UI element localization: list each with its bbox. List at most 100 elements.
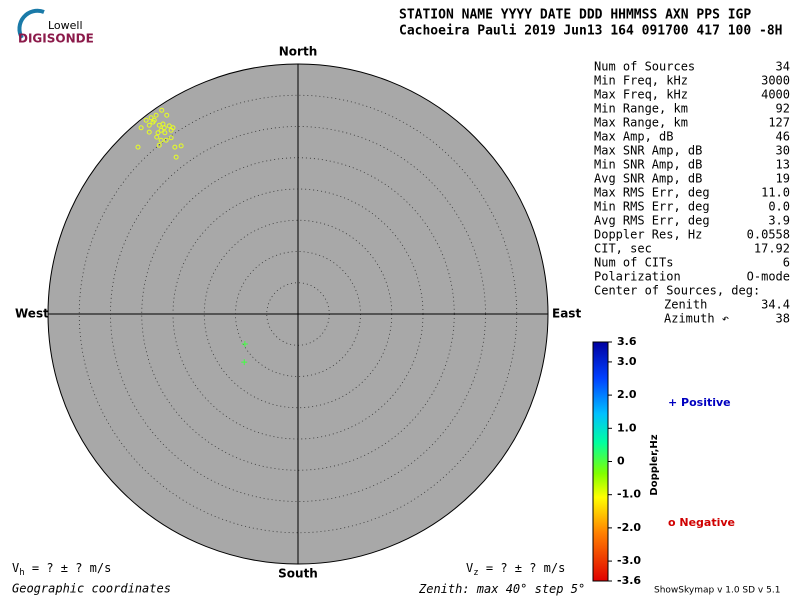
colorbar-ticks: 3.6 3.0 2.0 1.0 0 -1.0 -2.0 -3.0 -3.6 <box>608 335 641 587</box>
negative-source <box>162 130 168 136</box>
legend-positive: + Positive <box>668 396 731 409</box>
logo-top: Lowell <box>48 19 83 32</box>
stats-table: Num of Sources 34 Min Freq, kHz 3000 Max Fre… <box>594 60 790 284</box>
coords: Geographic coordinates <box>12 582 171 596</box>
stat-value: 30 <box>776 144 790 158</box>
colorbar-title: Doppler,Hz <box>649 434 660 495</box>
vh-symbol: V <box>12 561 19 575</box>
stat-label: Max RMS Err, deg <box>594 186 710 200</box>
positive-source <box>241 341 248 347</box>
north-label: North <box>279 45 317 59</box>
negative-source <box>173 154 179 160</box>
zenith-value: 34.4 <box>761 298 790 312</box>
stat-value: 4000 <box>761 88 790 102</box>
zs-prefix: Zenith: max <box>418 582 506 596</box>
negative-source <box>154 134 160 140</box>
vz-sub: z <box>473 568 478 578</box>
negative-source <box>160 121 166 127</box>
negative-source <box>163 137 169 143</box>
header-values: Cachoeira Pauli 2019 Jun13 164 091700 41… <box>399 24 783 39</box>
stat-label: Avg SNR Amp, dB <box>594 172 702 186</box>
colorbar-tick-label: -2.0 <box>617 521 641 534</box>
stat-value: 46 <box>776 130 790 144</box>
stat-value: 3000 <box>761 74 790 88</box>
zenith-label: Zenith <box>664 298 707 312</box>
stat-label: Polarization <box>594 270 681 284</box>
vh-sub: h <box>19 568 24 578</box>
stat-label: Max Range, km <box>594 116 688 130</box>
colorbar-tick-label: -3.0 <box>617 554 641 567</box>
logo-bottom: DIGISONDE <box>18 32 94 46</box>
stat-value: 127 <box>768 116 790 130</box>
stat-label: Min RMS Err, deg <box>594 200 710 214</box>
header-columns: STATION NAME YYYY DATE DDD HHMMSS AXN PP… <box>399 8 751 23</box>
stat-label: Num of Sources <box>594 60 695 74</box>
stat-value: 11.0 <box>761 186 790 200</box>
stat-label: CIT, sec <box>594 242 652 256</box>
stat-label: Max Amp, dB <box>594 130 673 144</box>
east-label: East <box>552 307 581 321</box>
stat-value: 3.9 <box>768 214 790 228</box>
colorbar-tick-label: 1.0 <box>617 421 637 434</box>
south-label: South <box>278 567 318 581</box>
azimuth-label: Azimuth ↶ <box>664 312 729 326</box>
west-label: West <box>15 307 49 321</box>
negative-source <box>155 130 161 136</box>
stat-label: Min SNR Amp, dB <box>594 158 702 172</box>
stat-label: Max Freq, kHz <box>594 88 688 102</box>
vh-rest: = ? ± ? m/s <box>25 561 112 575</box>
negative-source <box>168 127 174 133</box>
center-title: Center of Sources, deg: <box>594 284 760 298</box>
negative-source <box>148 115 154 121</box>
negative-source <box>166 123 172 129</box>
negative-source <box>164 112 170 118</box>
colorbar-tick-label: -3.6 <box>617 574 641 587</box>
stat-value: 6 <box>783 256 790 270</box>
azimuth-value: 38 <box>776 312 790 326</box>
zs-suffix: ° <box>578 582 585 596</box>
polar-plot <box>47 63 549 565</box>
colorbar-tick-label: 3.6 <box>617 335 637 348</box>
negative-source <box>143 117 149 123</box>
vz-symbol: V <box>466 561 473 575</box>
vh: Vh = ? ± ? m/s <box>12 561 111 578</box>
stat-value: 0.0 <box>768 200 790 214</box>
stat-value: O-mode <box>747 270 790 284</box>
colorbar-tick-label: 0 <box>617 455 625 468</box>
positive-source <box>241 359 248 366</box>
stat-label: Max SNR Amp, dB <box>594 144 702 158</box>
stat-value: 13 <box>776 158 790 172</box>
negative-source <box>158 127 164 133</box>
negative-source <box>158 137 164 143</box>
colorbar-tick-label: -1.0 <box>617 488 641 501</box>
negative-source <box>138 125 144 131</box>
stat-label: Doppler Res, Hz <box>594 228 702 242</box>
zenith-scale: Zenith: max 40° step 5° <box>418 582 585 596</box>
stat-label: Min Freq, kHz <box>594 74 688 88</box>
negative-source <box>159 107 165 113</box>
stat-value: 17.92 <box>754 242 790 256</box>
legend-negative: o Negative <box>668 516 735 529</box>
negative-source <box>156 142 162 148</box>
zs-max: 40 <box>506 582 520 596</box>
negative-source <box>153 112 159 118</box>
negative-source <box>172 144 178 150</box>
negative-source <box>146 129 152 135</box>
version: ShowSkymap v 1.0 SD v 5.1 <box>654 586 780 596</box>
stat-label: Num of CITs <box>594 256 673 270</box>
stat-value: 34 <box>776 60 790 74</box>
stat-label: Avg RMS Err, deg <box>594 214 710 228</box>
stat-value: 92 <box>776 102 790 116</box>
vz-rest: = ? ± ? m/s <box>479 561 566 575</box>
zs-middle: ° step <box>520 582 571 596</box>
vz: Vz = ? ± ? m/s <box>466 561 565 578</box>
negative-source <box>135 144 141 150</box>
logo-arc <box>17 8 45 40</box>
colorbar <box>592 341 609 582</box>
stat-value: 19 <box>776 172 790 186</box>
negative-source <box>168 135 174 141</box>
stat-label: Min Range, km <box>594 102 688 116</box>
zs-step: 5 <box>571 582 578 596</box>
negative-source <box>178 143 184 149</box>
